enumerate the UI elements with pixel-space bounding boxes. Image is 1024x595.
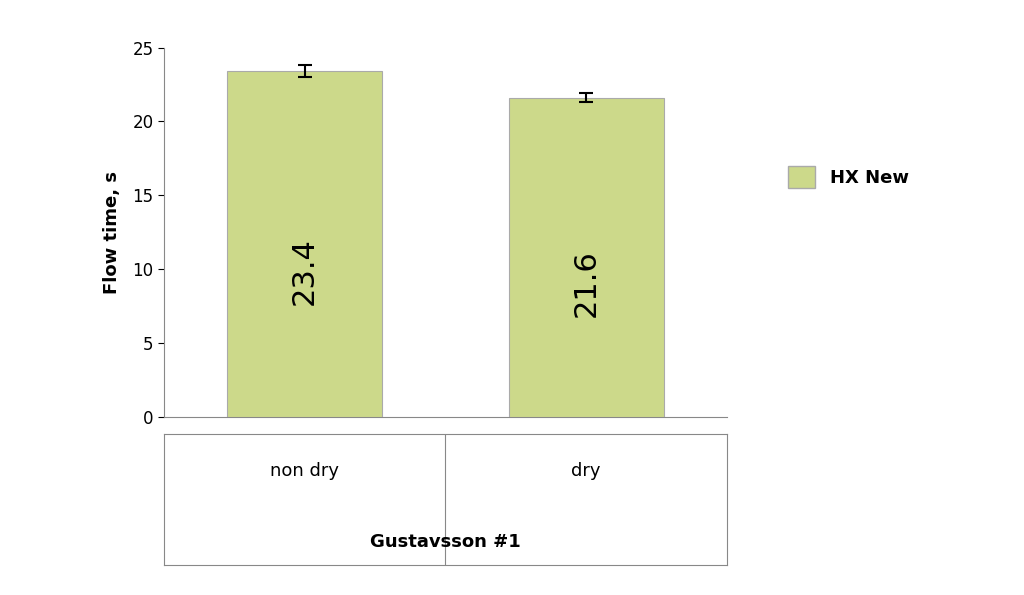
- Text: 21.6: 21.6: [571, 249, 601, 317]
- Text: dry: dry: [571, 462, 601, 480]
- Bar: [509, 98, 664, 416]
- Y-axis label: Flow time, s: Flow time, s: [103, 171, 121, 293]
- Bar: [227, 71, 382, 416]
- Legend: HX New: HX New: [781, 158, 916, 195]
- Text: non dry: non dry: [270, 462, 339, 480]
- Text: Gustavsson #1: Gustavsson #1: [370, 533, 521, 551]
- Text: 23.4: 23.4: [290, 237, 319, 305]
